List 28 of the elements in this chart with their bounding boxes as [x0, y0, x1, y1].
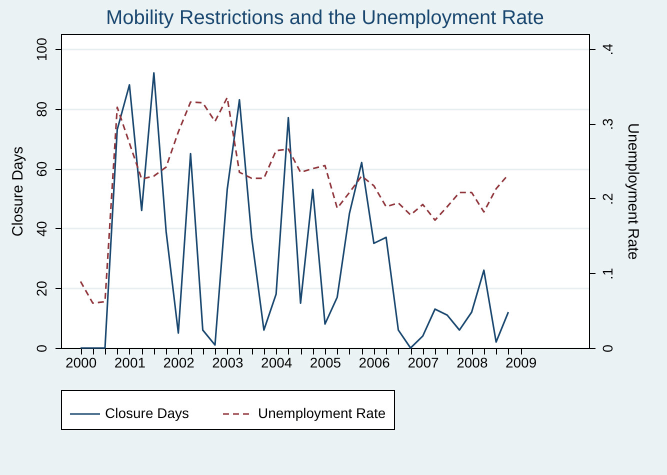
y2-axis-title: Unemployment Rate — [624, 123, 642, 260]
x-tick-label: 2006 — [358, 354, 390, 370]
legend-label: Closure Days — [105, 405, 190, 421]
x-tick-label: 2000 — [65, 354, 97, 370]
y-tick-label: 100 — [34, 38, 50, 62]
y-tick-label: 0 — [34, 344, 50, 352]
y2-tick-label: .2 — [600, 192, 616, 205]
chart-title: Mobility Restrictions and the Unemployment Rate — [106, 7, 544, 29]
x-tick-label: 2002 — [163, 354, 195, 370]
x-tick-label: 2001 — [114, 354, 146, 370]
x-tick-label: 2008 — [456, 354, 488, 370]
y2-tick-label: .1 — [600, 268, 616, 280]
y2-tick-label: .3 — [600, 118, 616, 130]
line-series — [80, 96, 510, 304]
y2-tick-label: 0 — [600, 344, 616, 352]
x-tick-label: 2007 — [408, 354, 440, 370]
y-axis-title: Closure Days — [10, 146, 26, 237]
x-tick-label: 2004 — [261, 354, 292, 370]
y-tick-label: 40 — [34, 220, 50, 237]
y-tick-label: 80 — [34, 101, 50, 118]
legend-label: Unemployment Rate — [258, 405, 386, 421]
x-tick-label: 2009 — [505, 354, 537, 370]
y2-tick-label: .4 — [600, 43, 616, 56]
x-tick-label: 2005 — [310, 354, 342, 370]
y-tick-label: 20 — [34, 280, 50, 296]
x-tick-label: 2003 — [212, 354, 244, 370]
line-series — [80, 72, 510, 349]
y-tick-label: 60 — [34, 161, 50, 177]
